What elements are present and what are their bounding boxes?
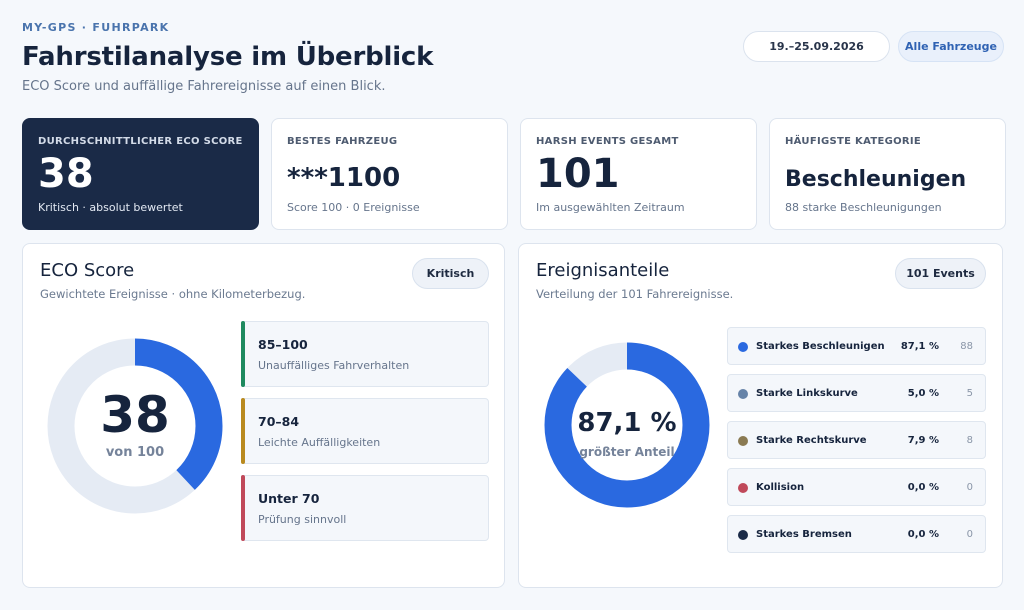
range-description: Leichte Auffälligkeiten xyxy=(258,436,381,449)
eco-gauge-fill xyxy=(47,338,223,514)
date-range-button[interactable]: 19.–25.09.2026 xyxy=(743,31,890,62)
legend-count: 0 xyxy=(966,529,973,540)
range-title: 85–100 xyxy=(258,337,308,352)
range-title: Unter 70 xyxy=(258,491,320,506)
legend-count: 88 xyxy=(960,341,973,352)
legend-label: Starkes Bremsen xyxy=(756,529,852,540)
range-color-bar xyxy=(241,321,245,387)
page-subtitle: ECO Score und auffällige Fahrereignisse … xyxy=(22,79,386,94)
range-title: 70–84 xyxy=(258,414,300,429)
kpi-note: 88 starke Beschleunigungen xyxy=(785,201,942,214)
panel-title: ECO Score xyxy=(40,260,135,281)
legend-color-dot xyxy=(738,389,748,399)
event-donut-segment xyxy=(544,342,710,508)
eco-score-gauge xyxy=(47,338,223,514)
kpi-value: 38 xyxy=(38,151,94,197)
range-description: Unauffälliges Fahrverhalten xyxy=(258,359,410,372)
legend-label: Kollision xyxy=(756,482,805,493)
kpi-note: Im ausgewählten Zeitraum xyxy=(536,201,685,214)
legend-item: Starke Linkskurve 5,0 % 5 xyxy=(727,374,986,412)
largest-share-value: 87,1 % xyxy=(577,408,677,438)
kpi-note: Score 100 · 0 Ereignisse xyxy=(287,201,420,214)
panel-subtitle: Gewichtete Ereignisse · ohne Kilometerbe… xyxy=(40,287,306,301)
legend-label: Starke Rechtskurve xyxy=(756,435,867,446)
legend-percent: 5,0 % xyxy=(907,388,939,399)
legend-count: 5 xyxy=(966,388,973,399)
event-share-donut xyxy=(544,342,710,508)
range-description: Prüfung sinnvoll xyxy=(258,513,347,526)
eco-score-caption: von 100 xyxy=(105,445,165,460)
panel-subtitle: Verteilung der 101 Fahrereignisse. xyxy=(536,287,734,301)
vehicle-filter-button[interactable]: Alle Fahrzeuge xyxy=(898,31,1004,62)
kpi-value: ***1100 xyxy=(287,163,401,193)
legend-color-dot xyxy=(738,436,748,446)
score-range-card-critical: Unter 70 Prüfung sinnvoll xyxy=(241,475,489,541)
legend-color-dot xyxy=(738,530,748,540)
range-color-bar xyxy=(241,475,245,541)
eco-score-panel: ECO Score Gewichtete Ereignisse · ohne K… xyxy=(22,243,505,588)
legend-item: Kollision 0,0 % 0 xyxy=(727,468,986,506)
legend-percent: 0,0 % xyxy=(907,529,939,540)
kpi-label: BESTES FAHRZEUG xyxy=(287,136,398,147)
kpi-note: Kritisch · absolut bewertet xyxy=(38,201,183,214)
legend-count: 0 xyxy=(966,482,973,493)
legend-percent: 87,1 % xyxy=(900,341,939,352)
legend-count: 8 xyxy=(966,435,973,446)
kpi-label: HÄUFIGSTE KATEGORIE xyxy=(785,136,922,147)
legend-item: Starkes Beschleunigen 87,1 % 88 xyxy=(727,327,986,365)
event-share-panel: Ereignisanteile Verteilung der 101 Fahre… xyxy=(518,243,1003,588)
kpi-value: Beschleunigen xyxy=(785,167,967,192)
page-title: Fahrstilanalyse im Überblick xyxy=(22,42,434,72)
legend-item: Starke Rechtskurve 7,9 % 8 xyxy=(727,421,986,459)
score-range-card-medium: 70–84 Leichte Auffälligkeiten xyxy=(241,398,489,464)
events-count-badge: 101 Events xyxy=(895,258,986,289)
kpi-card-harsh-events: HARSH EVENTS GESAMT 101 Im ausgewählten … xyxy=(520,118,757,230)
kpi-card-top-category: HÄUFIGSTE KATEGORIE Beschleunigen 88 sta… xyxy=(769,118,1006,230)
range-color-bar xyxy=(241,398,245,464)
kpi-label: DURCHSCHNITTLICHER ECO SCORE xyxy=(38,136,243,147)
legend-label: Starke Linkskurve xyxy=(756,388,858,399)
legend-item: Starkes Bremsen 0,0 % 0 xyxy=(727,515,986,553)
kpi-label: HARSH EVENTS GESAMT xyxy=(536,136,679,147)
kpi-card-eco-score: DURCHSCHNITTLICHER ECO SCORE 38 Kritisch… xyxy=(22,118,259,230)
kpi-value: 101 xyxy=(536,151,620,197)
legend-percent: 7,9 % xyxy=(907,435,939,446)
legend-label: Starkes Beschleunigen xyxy=(756,341,885,352)
score-range-card-good: 85–100 Unauffälliges Fahrverhalten xyxy=(241,321,489,387)
legend-color-dot xyxy=(738,342,748,352)
panel-title: Ereignisanteile xyxy=(536,260,670,281)
legend-percent: 0,0 % xyxy=(907,482,939,493)
legend-color-dot xyxy=(738,483,748,493)
kpi-card-best-vehicle: BESTES FAHRZEUG ***1100 Score 100 · 0 Er… xyxy=(271,118,508,230)
largest-share-caption: größter Anteil xyxy=(579,445,675,459)
eco-score-value: 38 xyxy=(100,386,170,444)
app-eyebrow: MY-GPS · FUHRPARK xyxy=(22,21,170,34)
status-badge: Kritisch xyxy=(412,258,489,289)
